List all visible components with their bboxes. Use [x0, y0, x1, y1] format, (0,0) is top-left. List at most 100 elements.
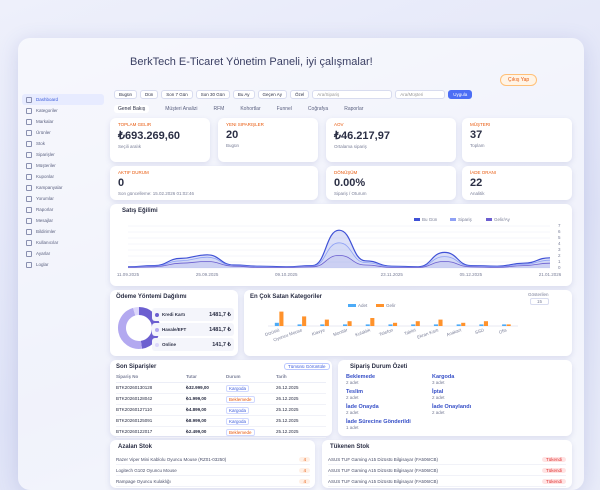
filter-button[interactable]: Dün: [140, 89, 159, 99]
legend-swatch: [348, 304, 356, 307]
column-header: Sipariş No: [116, 374, 139, 379]
bar: [370, 318, 375, 326]
bar: [483, 321, 488, 326]
status-label: İptal: [432, 389, 444, 395]
sidebar-item[interactable]: Kampanyalar: [22, 182, 104, 193]
sidebar-item[interactable]: Kategoriler: [22, 105, 104, 116]
sidebar-icon: [26, 129, 32, 136]
filter-button[interactable]: Geçen Ay: [257, 89, 287, 99]
sidebar-item[interactable]: Kullanıcılar: [22, 237, 104, 248]
sidebar-icon: [26, 250, 32, 257]
tab[interactable]: RFM: [213, 106, 225, 112]
sidebar-item[interactable]: Loglar: [22, 259, 104, 270]
bar-control[interactable]: 15: [530, 298, 550, 305]
stat-value: 20: [226, 129, 239, 141]
orders-title: Son Siparişler: [116, 364, 157, 370]
out-stock-list: ASUS TUF Gaming A15 Dizüstü Bilgisayar (…: [328, 454, 566, 487]
x-tick-label: 05.12.2025: [460, 272, 483, 277]
x-tick-label: 09.10.2025: [275, 272, 298, 277]
orders-button[interactable]: Tümünü Görüntüle: [284, 363, 330, 370]
sidebar-item[interactable]: Yorumlar: [22, 193, 104, 204]
sidebar-label: Kampanyalar: [36, 185, 63, 190]
logout-button[interactable]: Çıkış Yap: [500, 74, 538, 86]
sidebar: Dashboard Kategoriler Markalar Ürünler Stok S…: [22, 94, 104, 270]
bar: [320, 324, 325, 326]
status-count: 2 adet: [432, 395, 445, 400]
tab[interactable]: Coğrafya: [307, 106, 329, 112]
stat-value: ₺693.269,60: [118, 130, 181, 142]
stock-name: Razer Viper Mini Kablolu Oyuncu Mouse (R…: [116, 456, 227, 462]
stock-badge: Tükendi: [541, 467, 566, 473]
stock-row: ASUS TUF Gaming A15 Dizüstü Bilgisayar (…: [328, 465, 566, 476]
sidebar-label: Kategoriler: [36, 108, 58, 113]
status-count: 2 adet: [432, 410, 445, 415]
status-count: 2 adet: [346, 395, 359, 400]
sidebar-label: Loglar: [36, 262, 49, 267]
table-cell: 25.12.2025: [276, 418, 299, 423]
table-cell: BTK20260125091: [116, 418, 153, 423]
sidebar-item[interactable]: Müşteriler: [22, 160, 104, 171]
stock-row: Logitech G102 Oyuncu Mouse 4: [116, 465, 310, 476]
legend-label: Adet: [358, 303, 368, 308]
filter-button[interactable]: Bugün: [114, 89, 138, 99]
status-item: İade Sürecine Gönderildi 1 adet: [346, 419, 411, 430]
status-count: 2 adet: [346, 410, 359, 415]
x-tick-label: Klavye: [311, 327, 326, 336]
apply-button[interactable]: Uygula: [448, 89, 473, 99]
x-tick-label: Anakart: [446, 327, 463, 337]
sidebar-icon: [26, 151, 32, 158]
sidebar-item[interactable]: Ayarlar: [22, 248, 104, 259]
y-tick-label: 7: [558, 223, 561, 228]
x-tick-label: 25.09.2025: [196, 272, 219, 277]
filter-button[interactable]: Son 30 Gün: [195, 89, 230, 99]
chart-title: Satış Eğilimi: [122, 208, 158, 214]
stat-value: 37: [470, 129, 483, 141]
status-card: [338, 360, 572, 436]
stock-name: Logitech G102 Oyuncu Mouse: [116, 467, 177, 473]
pie-slice: [118, 307, 142, 349]
pie-legend-row: Kredi Kartı 1481,7 ₺: [152, 308, 234, 321]
legend-label: Gelir/Ay: [494, 217, 511, 222]
area: [128, 230, 550, 268]
status-item: İade Onaylandı 2 adet: [432, 404, 471, 415]
tab[interactable]: Raporlar: [344, 106, 364, 112]
bar-control-label: Gösterilen: [528, 292, 549, 297]
sidebar-icon: [26, 195, 32, 202]
sidebar-item[interactable]: Ürünler: [22, 127, 104, 138]
sidebar-icon: [26, 217, 32, 224]
legend-dot: [155, 312, 159, 317]
table-cell: Beklemede: [226, 429, 255, 436]
tab[interactable]: Müşteri Analizi: [165, 106, 198, 112]
bar: [479, 324, 484, 326]
filter-button[interactable]: Bu Ay: [232, 89, 255, 99]
table-cell: ₺4.899,00: [186, 407, 207, 412]
tab[interactable]: Kohortlar: [240, 106, 261, 112]
bar: [297, 324, 302, 326]
search-input[interactable]: Ara/Sipariş: [312, 89, 393, 99]
sidebar-icon: [26, 173, 32, 180]
sidebar-label: Mesajlar: [36, 218, 54, 223]
sidebar-icon: [26, 239, 32, 246]
sidebar-item[interactable]: Bildirimler: [22, 226, 104, 237]
filter-button[interactable]: Son 7 Gün: [161, 89, 193, 99]
sidebar-item[interactable]: Stok: [22, 138, 104, 149]
sidebar-item[interactable]: Raporlar: [22, 204, 104, 215]
stat-label: Yeni Siparişler: [226, 122, 264, 127]
x-tick-label: Dizüstü: [264, 327, 280, 337]
search-input[interactable]: Ara/Müşteri: [395, 89, 446, 99]
bar: [411, 324, 416, 326]
filter-button[interactable]: Özel: [289, 89, 310, 99]
sidebar-item[interactable]: Siparişler: [22, 149, 104, 160]
sidebar-item[interactable]: Dashboard: [22, 94, 104, 105]
tab[interactable]: Genel Bakış: [114, 105, 150, 113]
sidebar-item[interactable]: Kuponlar: [22, 171, 104, 182]
table-cell: 26.12.2025: [276, 385, 299, 390]
sidebar-item[interactable]: Mesajlar: [22, 215, 104, 226]
y-tick-label: 5: [558, 235, 561, 240]
table-cell: ₺32.999,00: [186, 385, 209, 390]
sidebar-item[interactable]: Markalar: [22, 116, 104, 127]
pie-title: Ödeme Yöntemi Dağılımı: [116, 294, 187, 300]
legend-label: Online: [162, 342, 177, 347]
tab[interactable]: Funnel: [276, 106, 292, 112]
